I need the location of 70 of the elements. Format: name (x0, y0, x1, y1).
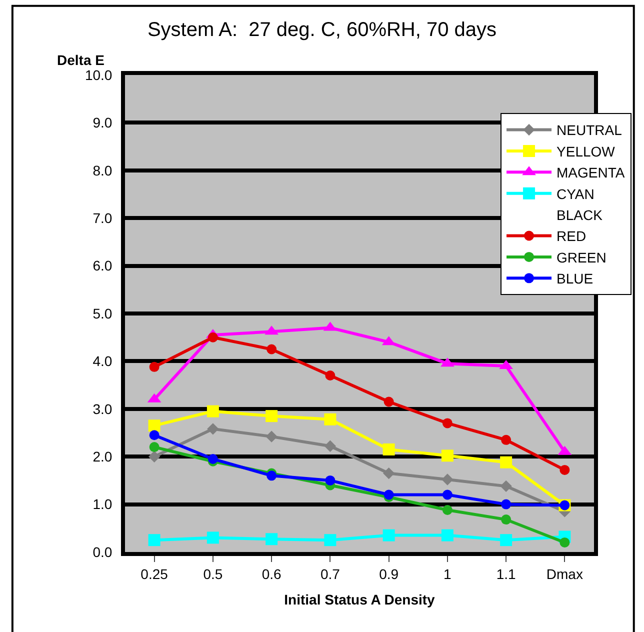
point (382, 529, 395, 542)
point (442, 418, 452, 428)
y-tick-label: 5.0 (92, 305, 112, 322)
legend-label: GREEN (556, 249, 606, 266)
point (560, 537, 570, 548)
legend-label: YELLOW (556, 143, 616, 160)
point (148, 534, 160, 546)
text: BLACK (556, 207, 604, 224)
point (266, 533, 278, 546)
point (382, 443, 395, 456)
y-tick-label: 6.0 (92, 258, 112, 274)
point (324, 534, 336, 546)
x-tick-label: 1 (444, 566, 452, 582)
y-tick-label: 9.0 (92, 114, 112, 131)
point (500, 480, 512, 492)
point (441, 450, 454, 462)
point (442, 474, 454, 486)
point (324, 413, 336, 426)
y-tick-label: 3.0 (92, 400, 112, 417)
legend-label: MAGENTA (556, 164, 626, 181)
point (560, 464, 570, 475)
point (325, 475, 336, 486)
x-tick-label: 0.6 (262, 566, 282, 582)
y-tick-label: 1.0 (92, 496, 112, 512)
point (148, 420, 160, 432)
point (501, 499, 512, 510)
point (324, 440, 336, 452)
point (149, 362, 160, 372)
x-tick-label: 1.1 (496, 566, 516, 582)
point (207, 423, 219, 435)
point (501, 514, 512, 525)
point (501, 434, 512, 445)
point (266, 430, 278, 442)
y-tick-label: 0.0 (92, 544, 112, 560)
y-tick-label: 2.0 (92, 448, 112, 464)
point (384, 396, 394, 407)
y-tick-label: 10.0 (84, 66, 112, 83)
point (208, 332, 218, 342)
legend-label: CYAN (556, 186, 594, 202)
point (149, 442, 160, 452)
x-tick-label: 0.25 (140, 566, 168, 582)
legend-label: BLUE (556, 270, 594, 287)
point (208, 454, 218, 464)
point (266, 410, 278, 422)
point (500, 534, 512, 546)
x-tick-label: 0.7 (320, 566, 340, 582)
x-tick-label: 0.5 (203, 566, 223, 582)
x-tick-label: 0.9 (379, 566, 399, 582)
point (442, 505, 452, 516)
point (441, 529, 454, 542)
legend-label: RED (556, 228, 586, 244)
point (325, 370, 336, 381)
point (442, 490, 452, 500)
y-axis-title: Delta E (57, 52, 104, 68)
x-tick-label: Dmax (546, 566, 583, 582)
chart-title: System A: 27 deg. C, 60%RH, 70 days (147, 19, 497, 42)
y-tick-label: 4.0 (92, 353, 112, 370)
point (500, 456, 512, 468)
point (149, 430, 160, 440)
point (266, 470, 277, 481)
x-axis-title: Initial Status A Density (284, 592, 436, 608)
point (148, 450, 160, 462)
point (206, 405, 219, 418)
point (206, 532, 219, 544)
point (266, 344, 277, 354)
point (384, 490, 394, 500)
y-tick-label: 7.0 (92, 210, 112, 226)
y-tick-label: 8.0 (92, 162, 112, 178)
legend-label: NEUTRAL (556, 122, 622, 138)
point (382, 467, 395, 480)
